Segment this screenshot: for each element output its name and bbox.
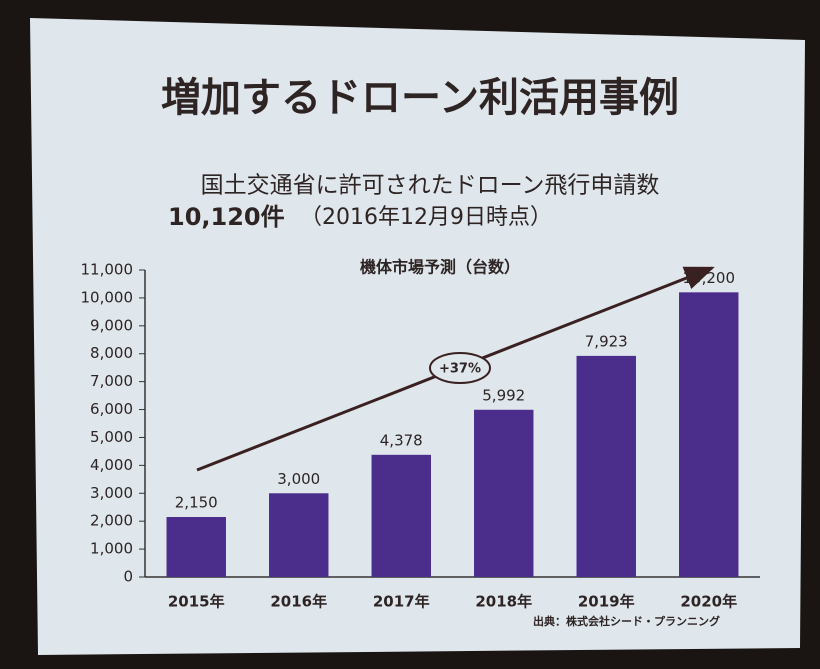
value-label: 4,378 <box>380 431 423 449</box>
source: 出典：株式会社シード・プランニング <box>533 614 720 628</box>
value-label: 5,992 <box>482 386 525 404</box>
highlight: 10,120件 <box>168 203 285 231</box>
x-tick-label: 2016年 <box>270 593 327 611</box>
x-tick-label: 2019年 <box>578 593 635 611</box>
chart-title: 機体市場予測（台数） <box>360 258 520 277</box>
y-tick-label: 6,000 <box>90 400 133 418</box>
y-tick-label: 2,000 <box>90 512 133 530</box>
annotation-ellipse <box>429 352 491 384</box>
bar <box>371 454 431 577</box>
value-label: 3,000 <box>277 470 320 488</box>
x-tick-label: 2020年 <box>680 593 737 611</box>
bar <box>474 409 534 577</box>
y-tick-label: 4,000 <box>90 456 133 474</box>
y-tick-label: 3,000 <box>90 484 133 502</box>
bar <box>269 493 329 577</box>
y-tick-label: 0 <box>123 568 133 586</box>
y-tick-label: 9,000 <box>90 316 133 334</box>
value-label: 7,923 <box>585 332 628 350</box>
value-label: 2,150 <box>175 493 218 511</box>
y-tick-label: 11,000 <box>81 261 134 279</box>
annotation: +37% <box>439 362 481 377</box>
bar <box>679 292 739 577</box>
subtitle: 国土交通省に許可されたドローン飛行申請数 <box>201 173 660 199</box>
bar <box>576 355 636 577</box>
value-label: 10,200 <box>683 269 736 287</box>
x-tick-label: 2017年 <box>373 593 430 611</box>
x-tick-label: 2018年 <box>475 593 532 611</box>
highlight-note: （2016年12月9日時点） <box>300 205 552 230</box>
x-tick-label: 2015年 <box>168 593 225 611</box>
y-tick-label: 1,000 <box>90 540 133 558</box>
y-tick-label: 5,000 <box>90 428 133 446</box>
slide-title: 増加するドローン利活用事例 <box>161 75 679 121</box>
bar <box>166 516 226 577</box>
y-tick-label: 10,000 <box>81 288 134 306</box>
y-tick-label: 8,000 <box>90 344 133 362</box>
y-tick-label: 7,000 <box>90 372 133 390</box>
